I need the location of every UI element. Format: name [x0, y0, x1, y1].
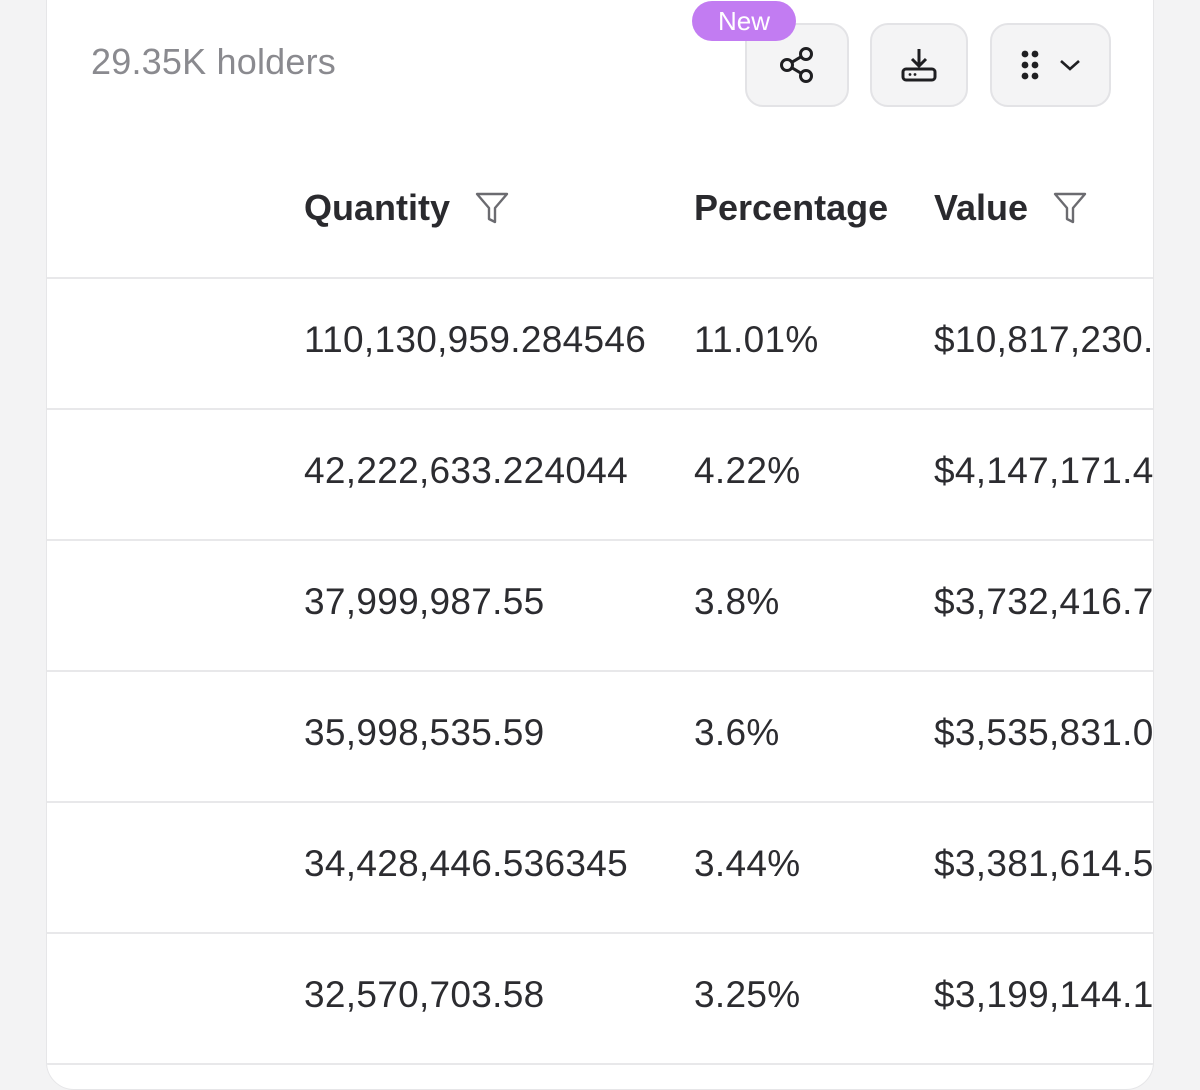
column-header-quantity[interactable]: Quantity — [304, 187, 510, 229]
share-icon — [780, 47, 813, 83]
table-row[interactable]: 42,222,633.224044 4.22% $4,147,171.4 — [47, 410, 1153, 541]
table-row[interactable]: 32,570,703.58 3.25% $3,199,144.1 — [47, 934, 1153, 1065]
download-button[interactable] — [870, 23, 968, 107]
cell-percentage: 11.01% — [694, 319, 819, 360]
value-filter-icon[interactable] — [1052, 190, 1088, 226]
cell-quantity: 37,999,987.55 — [304, 581, 545, 622]
cell-percentage: 3.8% — [694, 581, 780, 622]
column-header-label: Value — [934, 187, 1029, 228]
cell-quantity: 35,998,535.59 — [304, 712, 545, 753]
column-header-value[interactable]: Value — [934, 187, 1088, 229]
cell-quantity: 110,130,959.284546 — [304, 319, 647, 360]
grid-dots-icon — [1021, 50, 1038, 80]
table-row[interactable]: 37,999,987.55 3.8% $3,732,416.7 — [47, 541, 1153, 672]
cell-value: $10,817,230.7 — [934, 319, 1154, 360]
cell-value: $3,199,144.1 — [934, 974, 1154, 1015]
holders-count: 29.35K holders — [91, 41, 336, 82]
new-badge: New — [692, 1, 797, 41]
cell-value: $3,732,416.7 — [934, 581, 1154, 622]
cell-value: $3,381,614.5 — [934, 843, 1154, 884]
cell-percentage: 3.6% — [694, 712, 780, 753]
column-header-label: Quantity — [304, 187, 451, 228]
cell-percentage: 3.25% — [694, 974, 801, 1015]
table-row[interactable]: 34,428,446.536345 3.44% $3,381,614.5 — [47, 803, 1153, 934]
cell-percentage: 3.44% — [694, 843, 801, 884]
cell-value: $3,535,831.0 — [934, 712, 1154, 753]
cell-quantity: 32,570,703.58 — [304, 974, 545, 1015]
column-header-percentage[interactable]: Percentage — [694, 187, 888, 229]
columns-menu-button[interactable] — [990, 23, 1111, 107]
holders-card: 29.35K holders New — [46, 0, 1154, 1090]
cell-value: $4,147,171.4 — [934, 450, 1154, 491]
table-header: Quantity Percentage Value — [47, 131, 1153, 279]
cell-quantity: 42,222,633.224044 — [304, 450, 629, 491]
table-row[interactable]: 110,130,959.284546 11.01% $10,817,230.7 — [47, 279, 1153, 410]
cell-quantity: 34,428,446.536345 — [304, 843, 629, 884]
quantity-filter-icon[interactable] — [474, 190, 510, 226]
cell-percentage: 4.22% — [694, 450, 801, 491]
download-icon — [901, 49, 937, 82]
column-header-label: Percentage — [694, 187, 889, 228]
chevron-down-icon — [1059, 60, 1080, 71]
table-row[interactable]: 35,998,535.59 3.6% $3,535,831.0 — [47, 672, 1153, 803]
